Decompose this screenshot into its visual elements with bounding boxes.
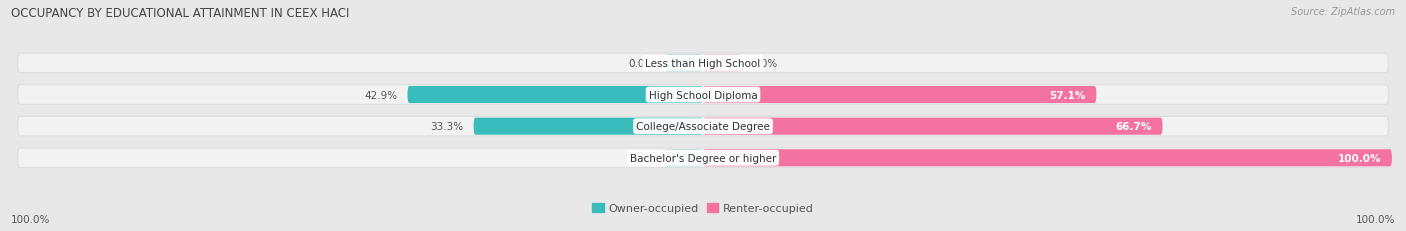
FancyBboxPatch shape xyxy=(665,55,703,72)
Text: High School Diploma: High School Diploma xyxy=(648,90,758,100)
Text: 100.0%: 100.0% xyxy=(11,214,51,224)
Text: Less than High School: Less than High School xyxy=(645,59,761,69)
FancyBboxPatch shape xyxy=(17,148,1389,168)
Text: 0.0%: 0.0% xyxy=(751,59,778,69)
Legend: Owner-occupied, Renter-occupied: Owner-occupied, Renter-occupied xyxy=(592,203,814,213)
FancyBboxPatch shape xyxy=(17,85,1389,105)
Text: 66.7%: 66.7% xyxy=(1116,122,1152,132)
FancyBboxPatch shape xyxy=(474,118,703,135)
Text: 0.0%: 0.0% xyxy=(628,153,655,163)
Text: 57.1%: 57.1% xyxy=(1050,90,1085,100)
FancyBboxPatch shape xyxy=(703,150,1392,167)
Text: OCCUPANCY BY EDUCATIONAL ATTAINMENT IN CEEX HACI: OCCUPANCY BY EDUCATIONAL ATTAINMENT IN C… xyxy=(11,7,350,20)
FancyBboxPatch shape xyxy=(665,150,703,167)
FancyBboxPatch shape xyxy=(17,54,1389,73)
Text: 100.0%: 100.0% xyxy=(1339,153,1382,163)
Text: 42.9%: 42.9% xyxy=(364,90,396,100)
Text: 100.0%: 100.0% xyxy=(1355,214,1395,224)
Text: 0.0%: 0.0% xyxy=(628,59,655,69)
Text: Source: ZipAtlas.com: Source: ZipAtlas.com xyxy=(1291,7,1395,17)
FancyBboxPatch shape xyxy=(703,87,1097,104)
FancyBboxPatch shape xyxy=(17,117,1389,136)
FancyBboxPatch shape xyxy=(703,55,741,72)
FancyBboxPatch shape xyxy=(408,87,703,104)
Text: College/Associate Degree: College/Associate Degree xyxy=(636,122,770,132)
Text: 33.3%: 33.3% xyxy=(430,122,463,132)
Text: Bachelor's Degree or higher: Bachelor's Degree or higher xyxy=(630,153,776,163)
FancyBboxPatch shape xyxy=(703,118,1163,135)
